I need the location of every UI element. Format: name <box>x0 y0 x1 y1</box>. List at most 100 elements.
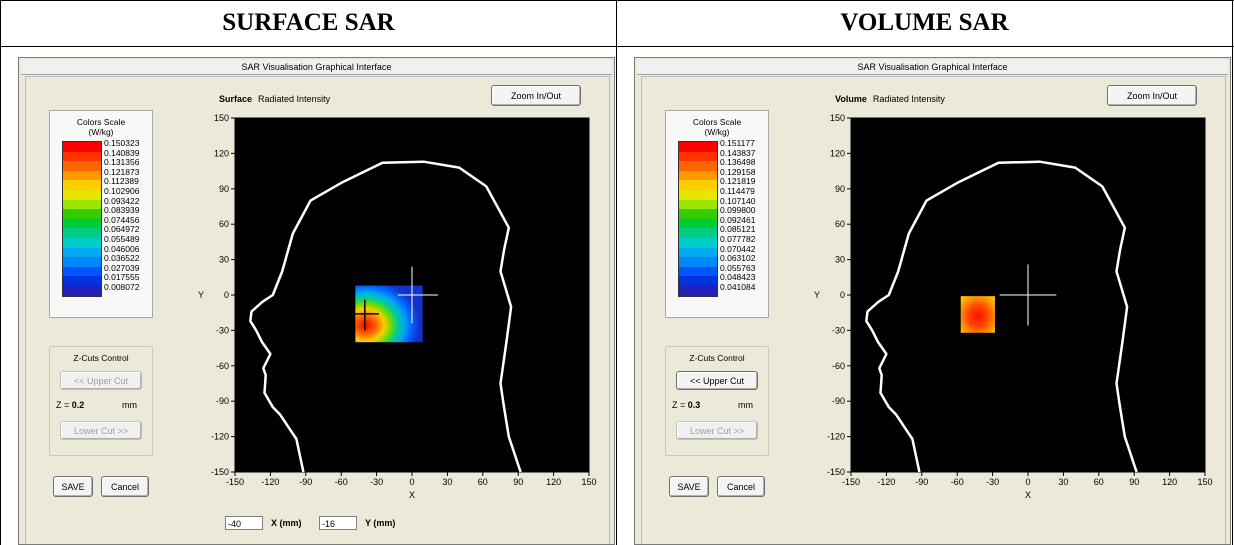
table-border-top <box>0 0 1234 1</box>
plot-svg[interactable]: -150 -120 -90 -60 -30 0 30 60 90 120 150 150 120 90 60… <box>803 110 1223 504</box>
scale-value-label: 0.099800 <box>720 205 756 216</box>
upper-cut-button[interactable]: << Upper Cut <box>676 371 758 390</box>
color-swatch <box>679 189 717 200</box>
z-cuts-control-group: Z-Cuts Control << Upper Cut Z = 0.3 mm L… <box>665 346 769 456</box>
colors-scale-title: Colors Scale (W/kg) <box>50 117 152 137</box>
head-outline <box>249 160 522 473</box>
scale-value-label: 0.027039 <box>104 262 140 273</box>
table-border-mid <box>0 46 1234 47</box>
y-tick-label: 30 <box>835 255 845 265</box>
sar-hotspot-map <box>960 296 995 333</box>
scale-value-label: 0.064972 <box>104 224 140 235</box>
scale-value-label: 0.150323 <box>104 138 140 148</box>
x-tick-label: 120 <box>546 477 561 487</box>
scale-value-label: 0.048423 <box>720 272 756 283</box>
x-tick-label: -150 <box>842 477 860 487</box>
sar-plot-volume[interactable]: -150 -120 -90 -60 -30 0 30 60 90 120 150 150 120 90 60… <box>803 110 1223 504</box>
x-tick-label: 30 <box>1058 477 1068 487</box>
x-tick-label: 0 <box>1025 477 1030 487</box>
plot-svg[interactable]: -150 -120 -90 -60 -30 0 30 60 90 120 150 150 120 90 60… <box>187 110 607 504</box>
y-tick-label: -60 <box>216 361 229 371</box>
x-tick-label: -30 <box>986 477 999 487</box>
y-tick-label: -150 <box>211 467 229 477</box>
x-tick-label: 60 <box>1094 477 1104 487</box>
scale-value-label: 0.092461 <box>720 214 756 225</box>
color-swatch <box>679 151 717 162</box>
window-client <box>641 76 1226 544</box>
x-tick-label: 30 <box>442 477 452 487</box>
scale-value-label: 0.102906 <box>104 185 140 196</box>
scale-value-label: 0.046006 <box>104 243 140 254</box>
scale-title-unit: (W/kg) <box>88 127 114 137</box>
color-swatch <box>63 285 101 296</box>
header-volume-sar: VOLUME SAR <box>840 9 1009 36</box>
save-button[interactable]: SAVE <box>53 476 93 497</box>
color-swatch <box>679 209 717 219</box>
y-tick-label: -30 <box>216 325 229 335</box>
scale-value-label: 0.151177 <box>720 138 755 148</box>
y-tick-label: -120 <box>827 432 845 442</box>
y-tick-label: -120 <box>211 432 229 442</box>
x-coordinate-label: X (mm) <box>271 518 302 528</box>
scale-value-label: 0.070442 <box>720 243 756 254</box>
mode-name: Volume <box>835 94 867 104</box>
colors-scale-title: Colors Scale (W/kg) <box>666 117 768 137</box>
color-swatch <box>63 228 101 238</box>
scale-value-label: 0.140839 <box>104 147 140 158</box>
color-swatch <box>63 199 101 210</box>
upper-cut-button[interactable]: << Upper Cut <box>60 371 142 390</box>
window-client <box>25 76 610 544</box>
y-tick-label: -90 <box>216 396 229 406</box>
color-swatch <box>679 170 717 181</box>
scale-value-label: 0.129158 <box>720 166 756 177</box>
y-tick-label: -90 <box>832 396 845 406</box>
y-coordinate-label: Y (mm) <box>365 518 396 528</box>
sar-window-surface: SAR Visualisation Graphical Interface Su… <box>18 57 615 545</box>
y-tick-label: -30 <box>832 325 845 335</box>
x-tick-label: 90 <box>513 477 523 487</box>
mode-subtitle: Radiated Intensity <box>258 94 331 104</box>
z-value-row: Z = 0.3 <box>672 400 700 410</box>
color-swatch <box>679 142 717 152</box>
y-axis-label: Y <box>814 290 820 300</box>
z-label: Z = <box>672 400 686 410</box>
zoom-in-out-button[interactable]: Zoom In/Out <box>491 85 581 106</box>
z-cuts-title: Z-Cuts Control <box>689 353 745 363</box>
lower-cut-button[interactable]: Lower Cut >> <box>60 421 142 440</box>
x-coordinate-field[interactable]: -40 <box>225 516 263 530</box>
zoom-in-out-button[interactable]: Zoom In/Out <box>1107 85 1197 106</box>
color-swatch <box>63 257 101 267</box>
color-swatch <box>679 257 717 267</box>
table-border-left <box>0 0 1 545</box>
x-axis-label: X <box>409 490 415 500</box>
y-tick-label: 90 <box>219 184 229 194</box>
scale-value-label: 0.036522 <box>104 253 140 264</box>
sar-plot-surface[interactable]: -150 -120 -90 -60 -30 0 30 60 90 120 150 150 120 90 60… <box>187 110 607 504</box>
color-scale-values: 0.151177 0.143837 0.136498 0.129158 0.121819… <box>720 138 756 293</box>
y-coordinate-field[interactable]: -16 <box>319 516 357 530</box>
x-tick-label: 120 <box>1162 477 1177 487</box>
colors-scale-legend: Colors Scale (W/kg) 0.151177 0.143837 0.136… <box>665 110 769 318</box>
scale-value-label: 0.085121 <box>720 224 756 235</box>
z-cuts-control-group: Z-Cuts Control << Upper Cut Z = 0.2 mm L… <box>49 346 153 456</box>
lower-cut-button[interactable]: Lower Cut >> <box>676 421 758 440</box>
y-tick-label: 60 <box>835 219 845 229</box>
z-value: 0.3 <box>687 400 701 410</box>
cancel-button[interactable]: Cancel <box>101 476 149 497</box>
y-tick-label: 90 <box>835 184 845 194</box>
color-swatch <box>63 161 101 171</box>
mode-name: Surface <box>219 94 253 104</box>
color-scale-values: 0.150323 0.140839 0.131356 0.121873 0.112389… <box>104 138 140 293</box>
scale-value-label: 0.074456 <box>104 214 140 225</box>
cancel-button[interactable]: Cancel <box>717 476 765 497</box>
color-bar <box>62 141 102 297</box>
save-button[interactable]: SAVE <box>669 476 709 497</box>
table-border-right <box>1232 0 1233 545</box>
color-swatch <box>63 209 101 219</box>
scale-value-label: 0.121873 <box>104 166 140 177</box>
color-swatch <box>679 237 717 248</box>
y-tick-label: 0 <box>840 290 845 300</box>
scale-value-label: 0.143837 <box>720 147 756 158</box>
y-axis-label: Y <box>198 290 204 300</box>
